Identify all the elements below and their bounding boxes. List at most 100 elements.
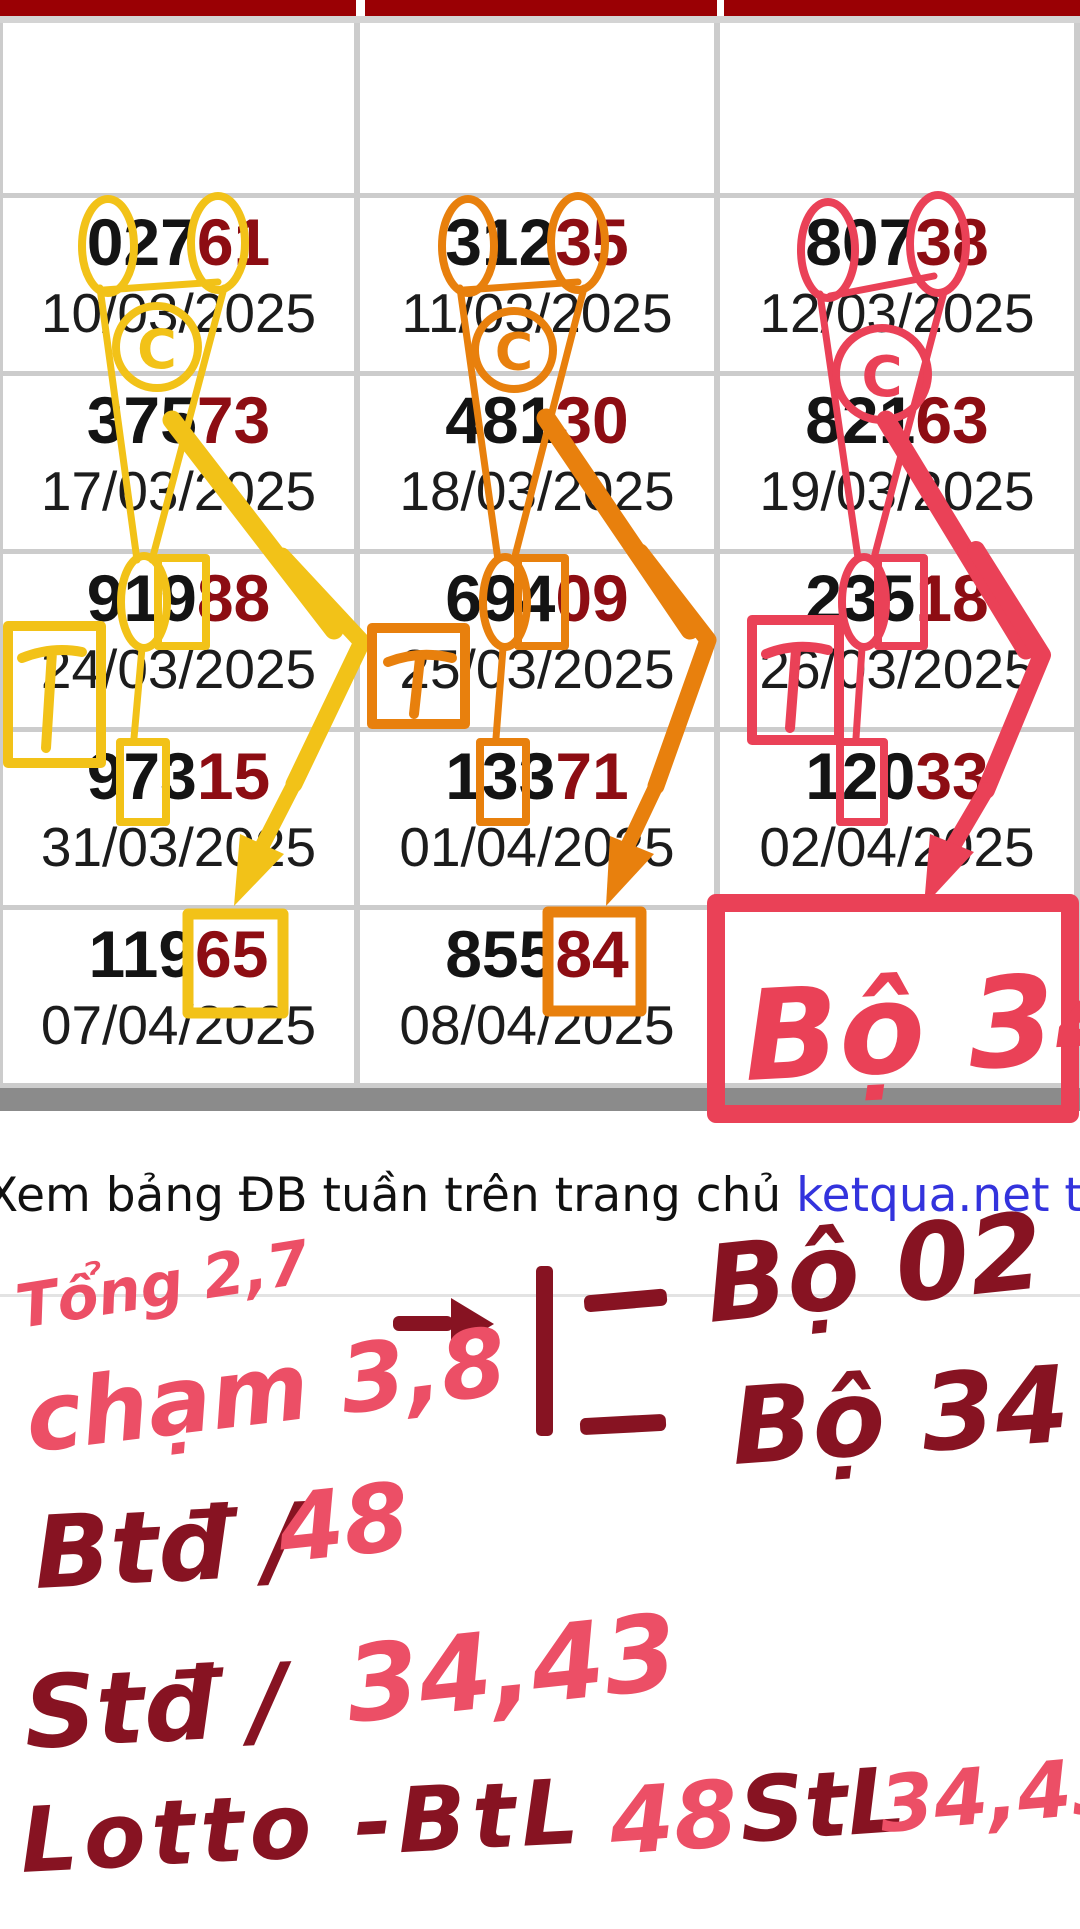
maroon-vertical-bar — [536, 1266, 553, 1436]
result-date: 24/03/2025 — [40, 638, 317, 701]
result-date: 19/03/2025 — [759, 460, 1035, 523]
result-cell: 80738 12/03/2025 — [720, 198, 1080, 376]
number-black: 821 — [805, 383, 916, 457]
result-number: 69409 — [360, 561, 714, 635]
lotto-value1-text: 48 — [605, 1760, 741, 1876]
std-label-text: Stđ / — [21, 1641, 297, 1772]
table-row-empty — [0, 23, 1080, 198]
number-red: 09 — [555, 561, 629, 635]
result-date: 02/04/2025 — [759, 816, 1035, 879]
lotto-value2-text: 34,43 — [876, 1740, 1080, 1851]
table-header-bar-1 — [0, 0, 356, 16]
result-number: 13371 — [360, 739, 714, 813]
number-red: 71 — [555, 739, 629, 813]
table-header-bar-3 — [724, 0, 1080, 16]
number-black: 235 — [805, 561, 916, 635]
result-date: 18/03/2025 — [399, 460, 675, 523]
result-number: 97315 — [3, 739, 354, 813]
result-date: 31/03/2025 — [40, 816, 317, 879]
number-red: 61 — [196, 205, 271, 279]
table-header-divider — [0, 16, 1080, 23]
number-black: 807 — [805, 205, 916, 279]
ketqua-link[interactable]: ketqua.net tại đây — [796, 1168, 1080, 1223]
result-number: 37573 — [3, 383, 354, 457]
number-black: 919 — [86, 561, 197, 635]
number-red: 63 — [915, 383, 989, 457]
result-number: 48130 — [360, 383, 714, 457]
result-cell: 23518 26/03/2025 — [720, 554, 1080, 732]
table-row: 97315 31/03/2025 13371 01/04/2025 12033 … — [0, 732, 1080, 910]
result-date: 12/03/2025 — [759, 282, 1035, 345]
maroon-dash-1 — [583, 1288, 668, 1313]
number-black: 120 — [805, 739, 916, 813]
result-date: 10/03/2025 — [40, 282, 317, 345]
number-black: 133 — [445, 739, 556, 813]
bo-34-text: Bộ 34 — [727, 1343, 1073, 1489]
result-cell — [720, 910, 1080, 1088]
number-black: 973 — [86, 739, 197, 813]
result-number: 85584 — [360, 917, 714, 991]
result-cell: 13371 01/04/2025 — [360, 732, 720, 910]
number-red: 30 — [555, 383, 629, 457]
result-date: 07/04/2025 — [40, 994, 317, 1057]
lotto-stl-text: StL — [736, 1748, 908, 1864]
result-cell: 48130 18/03/2025 — [360, 376, 720, 554]
result-number: 23518 — [720, 561, 1074, 635]
result-number: 80738 — [720, 205, 1074, 279]
number-red: 18 — [915, 561, 989, 635]
table-row: 37573 17/03/2025 48130 18/03/2025 82163 … — [0, 376, 1080, 554]
page-separator-line — [0, 1294, 1080, 1297]
table-row: 02761 10/03/2025 31235 11/03/2025 80738 … — [0, 198, 1080, 376]
result-cell: 69409 25/03/2025 — [360, 554, 720, 732]
maroon-arrow-shaft — [393, 1316, 453, 1331]
cham-text: chạm 3,8 — [20, 1308, 513, 1475]
number-black: 481 — [445, 383, 556, 457]
result-cell: 82163 19/03/2025 — [720, 376, 1080, 554]
number-red: 38 — [915, 205, 989, 279]
table-row: 11965 07/04/2025 85584 08/04/2025 — [0, 910, 1080, 1088]
number-red: 65 — [195, 917, 269, 991]
result-date: 08/04/2025 — [399, 994, 675, 1057]
result-cell: 37573 17/03/2025 — [0, 376, 360, 554]
number-red: 33 — [915, 739, 989, 813]
results-table: 02761 10/03/2025 31235 11/03/2025 80738 … — [0, 23, 1080, 1088]
result-number: 12033 — [720, 739, 1074, 813]
pink-annotations: Tổng 2,7 chạm 3,8 48 34,43 48 34,43 — [11, 1227, 1080, 1877]
number-black: 694 — [445, 561, 556, 635]
empty-cell — [720, 23, 1080, 198]
number-black: 375 — [86, 383, 197, 457]
result-cell: 11965 07/04/2025 — [0, 910, 360, 1088]
empty-cell — [360, 23, 720, 198]
maroon-dash-2 — [579, 1414, 667, 1435]
btd-label-text: Btđ / — [31, 1481, 311, 1612]
result-date: 17/03/2025 — [40, 460, 317, 523]
result-number: 31235 — [360, 205, 714, 279]
result-cell: 02761 10/03/2025 — [0, 198, 360, 376]
result-number: 11965 — [3, 917, 354, 991]
number-red: 35 — [555, 205, 629, 279]
result-number: 91988 — [3, 561, 354, 635]
result-number: 02761 — [3, 205, 354, 279]
number-black: 119 — [88, 917, 196, 991]
btd-value-text: 48 — [272, 1463, 414, 1585]
result-cell: 12033 02/04/2025 — [720, 732, 1080, 910]
result-cell: 97315 31/03/2025 — [0, 732, 360, 910]
result-date: 01/04/2025 — [399, 816, 675, 879]
result-cell: 85584 08/04/2025 — [360, 910, 720, 1088]
result-cell: 31235 11/03/2025 — [360, 198, 720, 376]
footer-text-prefix: Xem bảng ĐB tuần trên trang chủ — [0, 1168, 797, 1223]
result-number: 82163 — [720, 383, 1074, 457]
number-black: 855 — [445, 917, 556, 991]
number-red: 15 — [196, 739, 271, 813]
table-row: 91988 24/03/2025 69409 25/03/2025 23518 … — [0, 554, 1080, 732]
number-black: 027 — [86, 205, 197, 279]
tong-text: Tổng 2,7 — [11, 1227, 314, 1343]
result-cell: 91988 24/03/2025 — [0, 554, 360, 732]
table-bottom-bar — [0, 1088, 1080, 1111]
number-red: 73 — [196, 383, 271, 457]
result-date: 25/03/2025 — [399, 638, 675, 701]
footer-text: Xem bảng ĐB tuần trên trang chủ ketqua.n… — [0, 1168, 1080, 1223]
number-red: 88 — [196, 561, 271, 635]
maroon-arrow-head — [451, 1298, 494, 1350]
